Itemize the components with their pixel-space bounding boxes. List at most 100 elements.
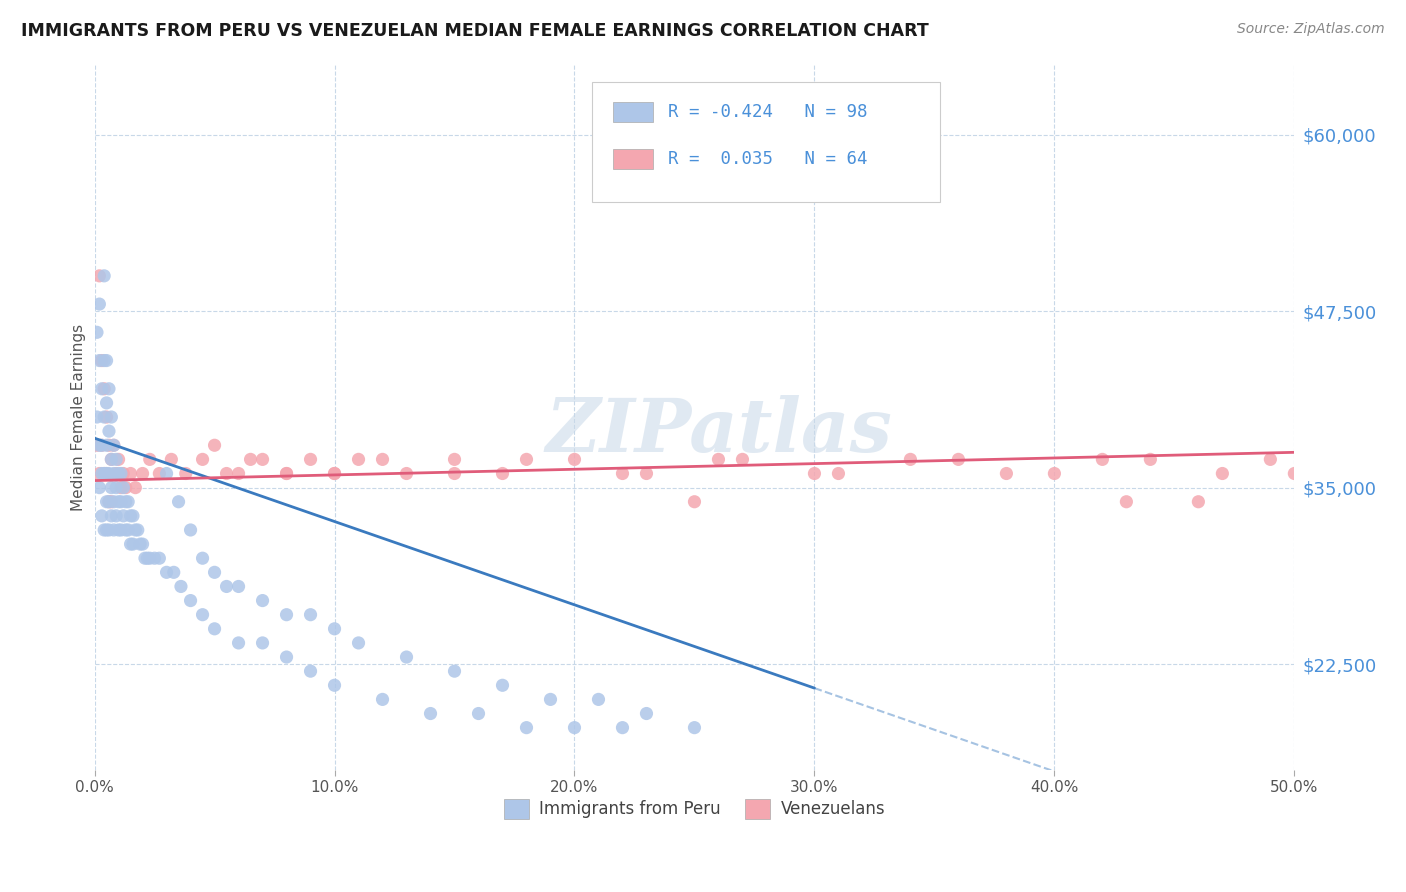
Point — [612, 721, 634, 735]
Point — [103, 467, 125, 481]
Point — [112, 508, 135, 523]
Point — [170, 579, 193, 593]
Point — [96, 467, 118, 481]
Point — [117, 494, 139, 508]
Point — [347, 452, 370, 467]
Point — [419, 706, 441, 721]
Legend: Immigrants from Peru, Venezuelans: Immigrants from Peru, Venezuelans — [498, 793, 891, 825]
Point — [564, 452, 586, 467]
Point — [215, 467, 238, 481]
Point — [98, 494, 121, 508]
Point — [143, 551, 166, 566]
Point — [443, 664, 465, 678]
Point — [155, 467, 177, 481]
Point — [252, 636, 274, 650]
Point — [443, 467, 465, 481]
Point — [96, 494, 118, 508]
Point — [228, 636, 250, 650]
Point — [124, 481, 146, 495]
Text: ZIPatlas: ZIPatlas — [546, 395, 891, 467]
Point — [86, 438, 108, 452]
Point — [1043, 467, 1066, 481]
Point — [93, 382, 115, 396]
Point — [98, 494, 121, 508]
Point — [89, 481, 111, 495]
Point — [89, 353, 111, 368]
Point — [107, 452, 129, 467]
Point — [228, 579, 250, 593]
Point — [276, 607, 298, 622]
Point — [515, 721, 537, 735]
Text: Source: ZipAtlas.com: Source: ZipAtlas.com — [1237, 22, 1385, 37]
Point — [114, 494, 136, 508]
Point — [160, 452, 183, 467]
Point — [1211, 467, 1233, 481]
Point — [117, 523, 139, 537]
Point — [588, 692, 610, 706]
Point — [323, 678, 346, 692]
Point — [276, 467, 298, 481]
Point — [96, 410, 118, 425]
Point — [90, 438, 112, 452]
Point — [995, 467, 1018, 481]
Point — [86, 410, 108, 425]
Point — [276, 467, 298, 481]
Point — [110, 494, 132, 508]
Point — [98, 424, 121, 438]
Y-axis label: Median Female Earnings: Median Female Earnings — [72, 324, 86, 510]
Point — [948, 452, 970, 467]
Point — [110, 523, 132, 537]
Point — [180, 593, 202, 607]
Point — [93, 467, 115, 481]
Point — [129, 537, 152, 551]
Point — [100, 410, 122, 425]
Point — [105, 481, 128, 495]
Point — [122, 508, 145, 523]
Point — [174, 467, 197, 481]
Point — [707, 452, 730, 467]
Point — [612, 467, 634, 481]
Point — [215, 579, 238, 593]
Point — [89, 268, 111, 283]
Point — [323, 467, 346, 481]
Point — [191, 551, 214, 566]
Point — [131, 467, 153, 481]
Point — [103, 523, 125, 537]
Point — [228, 467, 250, 481]
Point — [100, 481, 122, 495]
Point — [204, 622, 226, 636]
Point — [731, 452, 754, 467]
Point — [98, 523, 121, 537]
Point — [110, 467, 132, 481]
Point — [96, 438, 118, 452]
Point — [100, 508, 122, 523]
Point — [100, 452, 122, 467]
Text: R =  0.035   N = 64: R = 0.035 N = 64 — [668, 151, 868, 169]
Point — [93, 523, 115, 537]
Point — [98, 382, 121, 396]
Point — [252, 593, 274, 607]
Point — [89, 467, 111, 481]
Point — [136, 551, 159, 566]
Point — [395, 467, 418, 481]
Point — [683, 494, 706, 508]
Point — [122, 537, 145, 551]
Text: R = -0.424   N = 98: R = -0.424 N = 98 — [668, 103, 868, 121]
Point — [371, 692, 394, 706]
Point — [139, 452, 162, 467]
Point — [371, 452, 394, 467]
Point — [467, 706, 489, 721]
Point — [90, 508, 112, 523]
Point — [96, 396, 118, 410]
Point — [299, 664, 322, 678]
Point — [114, 481, 136, 495]
Point — [98, 467, 121, 481]
Point — [148, 467, 170, 481]
Point — [491, 678, 513, 692]
Point — [148, 551, 170, 566]
FancyBboxPatch shape — [592, 82, 941, 202]
Point — [204, 438, 226, 452]
Point — [105, 508, 128, 523]
Point — [191, 452, 214, 467]
Point — [1284, 467, 1306, 481]
